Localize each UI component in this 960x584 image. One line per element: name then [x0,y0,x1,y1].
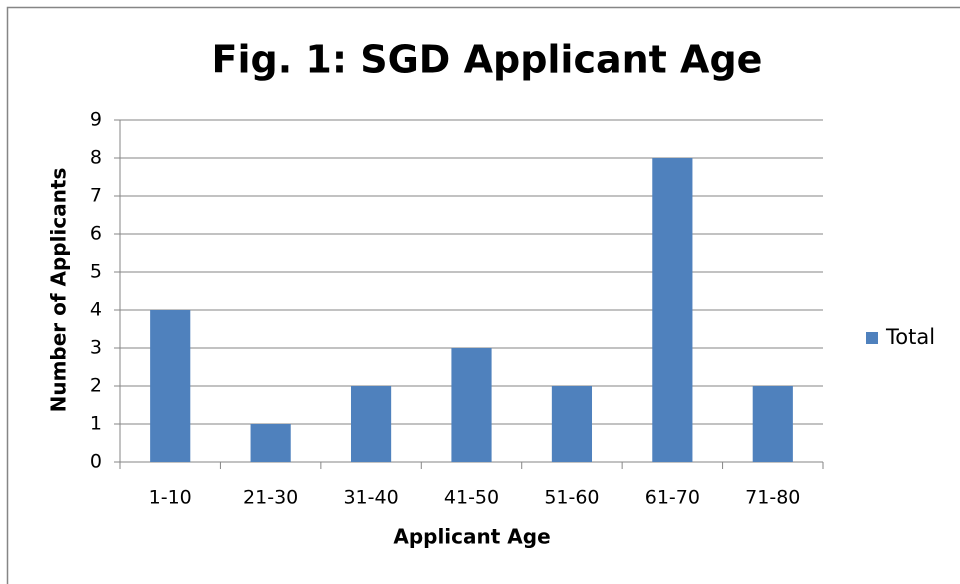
y-tick-label: 0 [90,451,102,473]
y-tick-label: 8 [90,147,102,169]
y-axis-label: Number of Applicants [47,168,71,413]
y-tick-label: 4 [90,299,102,321]
y-tick-label: 6 [90,223,102,245]
x-axis-label: Applicant Age [393,525,550,549]
legend-label: Total [885,325,935,349]
chart-title: Fig. 1: SGD Applicant Age [212,38,763,82]
y-tick-label: 2 [90,375,102,397]
y-tick-label: 5 [90,261,102,283]
bar [551,386,593,462]
x-tick-label: 61-70 [645,487,700,509]
bar [350,386,392,462]
x-tick-label: 21-30 [243,487,298,509]
bar [250,424,291,462]
y-tick-label: 9 [90,109,102,131]
x-tick-label: 71-80 [745,487,800,509]
y-tick-label: 3 [90,337,102,359]
y-tick-label: 7 [90,185,102,207]
x-tick-label: 41-50 [444,487,499,509]
x-tick-label: 31-40 [343,487,398,509]
bar [451,348,492,462]
chart-frame [6,6,960,584]
bar [150,310,191,462]
legend-swatch [866,332,878,344]
bar [752,386,793,462]
y-tick-label: 1 [90,413,102,435]
x-tick-label: 1-10 [149,487,192,509]
bar [652,158,693,462]
x-tick-label: 51-60 [544,487,599,509]
